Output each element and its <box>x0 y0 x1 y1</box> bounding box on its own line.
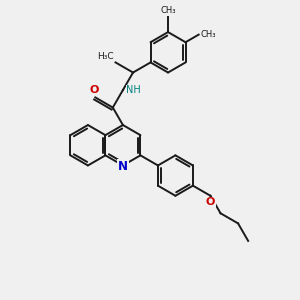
Text: O: O <box>89 85 98 95</box>
Text: NH: NH <box>127 85 141 95</box>
Text: CH₃: CH₃ <box>200 30 216 39</box>
Text: N: N <box>118 160 128 172</box>
Text: H₃C: H₃C <box>98 52 114 61</box>
Text: O: O <box>206 197 215 207</box>
Text: CH₃: CH₃ <box>160 7 176 16</box>
